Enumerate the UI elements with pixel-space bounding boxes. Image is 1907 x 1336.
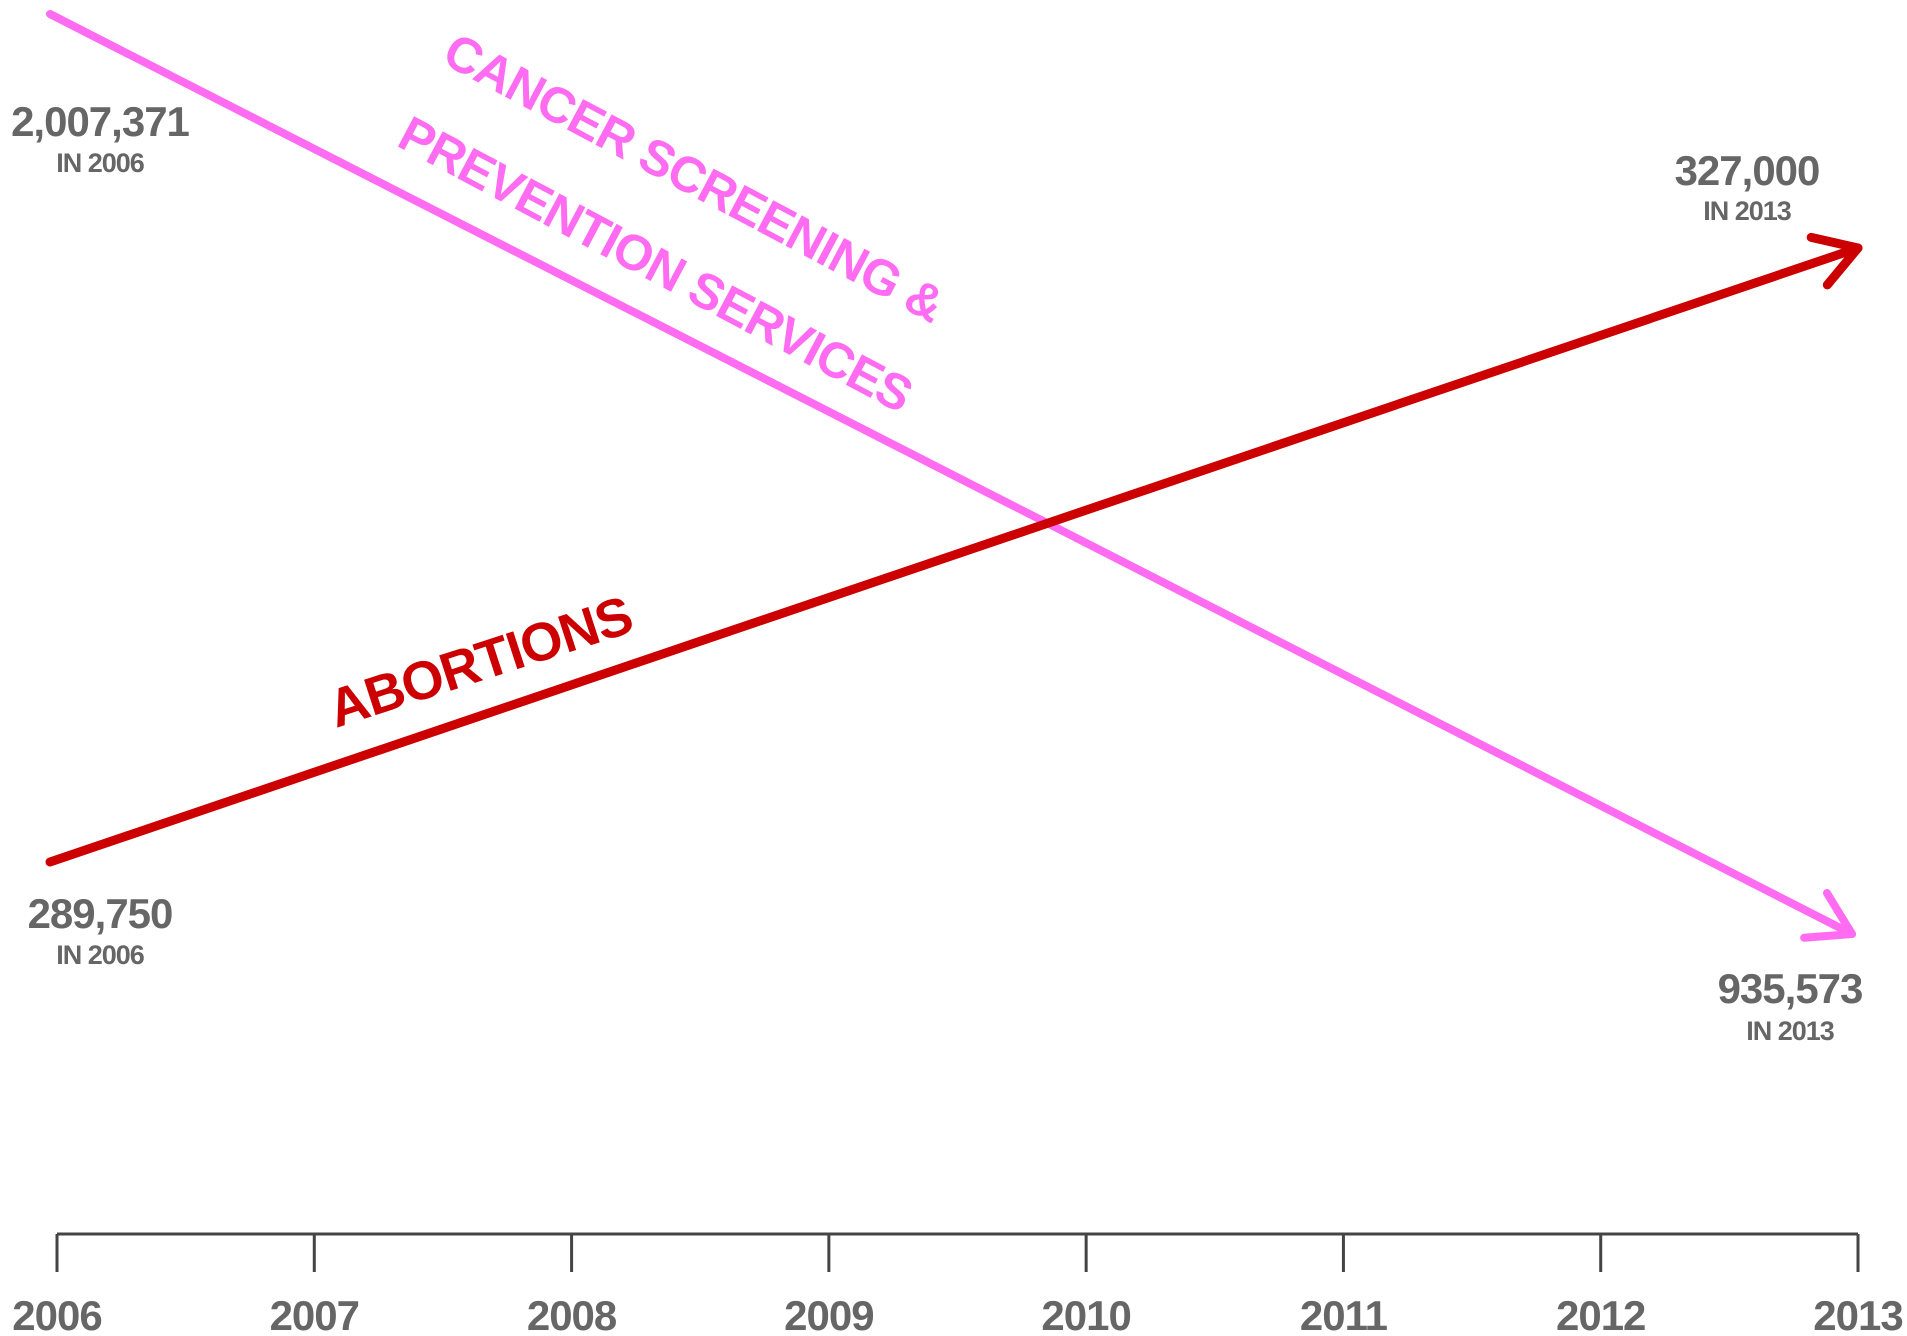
annotation-cancer-2006-year: IN 2006	[56, 148, 145, 178]
series-lines	[45, 10, 1863, 942]
x-axis: 2006 2007 2008 2009 2010 2011 2012 2013	[12, 1232, 1904, 1336]
series-line-cancer	[46, 10, 1856, 938]
annotation-abortions-2006-year: IN 2006	[56, 940, 145, 970]
x-tick-label-2007: 2007	[270, 1292, 359, 1336]
annotation-cancer-2006-value: 2,007,371	[11, 98, 189, 145]
x-tick-label-2012: 2012	[1556, 1292, 1645, 1336]
annotation-abortions-2013-year: IN 2013	[1703, 196, 1792, 226]
series-line-abortions	[45, 243, 1863, 867]
x-tick-label-2008: 2008	[527, 1292, 617, 1336]
arrowhead-abortions	[1806, 232, 1863, 290]
chart-labels: CANCER SCREENING & PREVENTION SERVICES A…	[11, 22, 1863, 1046]
annotation-abortions-2006-value: 289,750	[28, 890, 173, 937]
arrowhead-cancer	[1800, 889, 1856, 942]
x-tick-label-2006: 2006	[12, 1292, 101, 1336]
annotation-cancer-2013-value: 935,573	[1718, 965, 1863, 1012]
x-tick-label-2011: 2011	[1300, 1292, 1388, 1336]
annotation-abortions-2013-value: 327,000	[1675, 147, 1820, 194]
x-tick-label-2009: 2009	[784, 1292, 873, 1336]
x-tick-label-2013: 2013	[1813, 1292, 1902, 1336]
annotation-cancer-2013-year: IN 2013	[1746, 1016, 1835, 1046]
x-tick-label-2010: 2010	[1041, 1292, 1130, 1336]
